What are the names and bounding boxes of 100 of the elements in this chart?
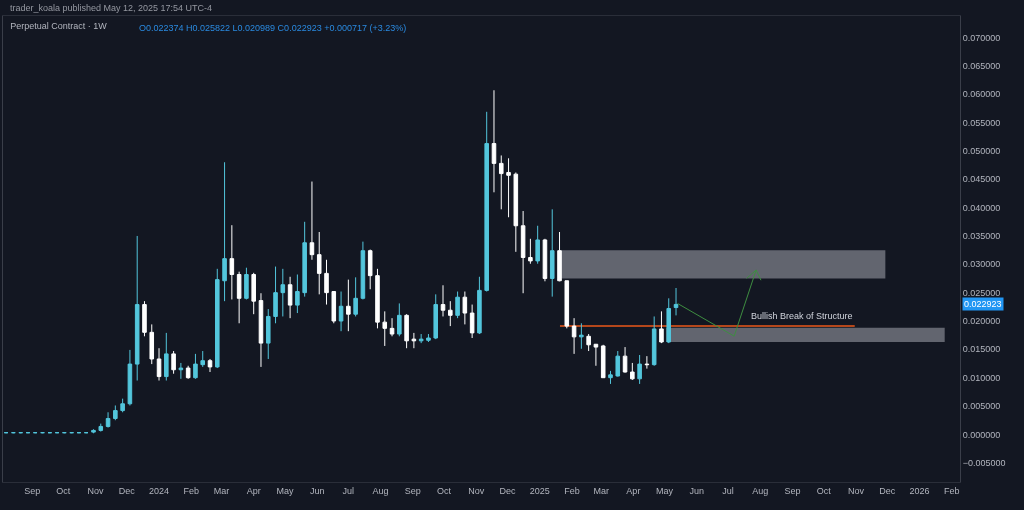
x-tick-label: Nov [468,485,485,496]
ref-line-label: Bullish Break of Structure [751,311,853,321]
candlestick [338,291,344,332]
candlestick [418,333,424,344]
x-tick-label: Sep [24,485,41,496]
candlestick [535,225,540,265]
candlestick [200,350,206,368]
y-tick-label: 0.050000 [962,146,1001,157]
candlestick [622,346,628,374]
y-tick-label: 0.030000 [962,259,1001,270]
x-tick-label: Aug [372,485,389,496]
candlestick [113,404,118,421]
x-tick-label: Feb [564,485,580,496]
candlestick [615,350,621,378]
x-tick-label: Apr [626,485,641,496]
candlestick [91,428,96,434]
candlestick [549,208,555,298]
x-tick-label: Oct [816,485,832,496]
candlestick [156,347,162,382]
candlestick [367,249,373,290]
candlestick [207,358,213,373]
candlestick [579,322,584,350]
candlestick [164,332,169,382]
candlestick [346,279,351,332]
x-tick-label: Sep [404,485,421,496]
candlestick [564,280,570,329]
x-tick-label: Jul [722,485,734,496]
candlestick [426,333,431,343]
candlestick [149,323,155,365]
candlestick [520,210,526,294]
x-tick-label: Sep [784,485,801,496]
candlestick [236,271,242,324]
text: trader_koala published May 12, 2025 17:54 UTC-4 [10,3,213,13]
candlestick [448,300,453,327]
candlestick [644,355,650,370]
annotation: 0.022923 [964,299,1002,309]
x-tick-label: Oct [56,485,71,496]
text: O0.022374 H0.025822 L0.020989 C0.022923 +0.000717 (+3.23%) [139,23,407,33]
y-tick-label: 0.070000 [962,32,1001,43]
candlestick [513,171,519,253]
candlestick [651,315,657,367]
candlestick [404,313,409,349]
y-tick-label: 0.025000 [962,287,1001,298]
x-tick-label: 2024 [149,485,170,496]
candlestick [251,272,256,315]
candlestick [178,362,184,380]
x-tick-label: Aug [752,485,769,496]
candlestick [455,291,460,319]
y-tick-label: 0.035000 [962,231,1001,242]
candlestick [120,398,125,413]
candlestick [331,291,337,324]
candlestick [484,111,489,293]
x-tick-label: May [276,485,294,496]
candlestick [528,238,533,265]
candlestick [571,317,577,355]
x-tick-label: Feb [183,485,200,496]
candlestick [302,221,307,298]
candlestick [477,276,482,335]
candlestick [265,308,271,360]
candlestick [498,154,504,210]
candlestick [353,276,358,317]
candlestick [316,231,322,295]
candlestick [600,344,606,379]
x-tick-label: Mar [593,485,609,496]
candlestick [222,161,227,302]
text: Perpetual Contract · 1W [10,21,108,32]
candlestick [287,276,293,319]
candlestick [469,304,475,339]
candlestick [280,268,286,317]
candlestick [389,317,395,337]
candlestick [666,297,672,344]
x-tick-label: Dec [118,485,136,496]
candlestick [382,310,388,347]
candlestick [491,89,497,193]
y-tick-label: 0.065000 [962,61,1001,72]
candlestick [105,411,111,429]
y-tick-label: 0.045000 [962,174,1001,185]
candlestick [309,181,315,261]
candlestick [462,291,468,325]
candlestick [630,362,635,381]
x-tick-label: Nov [87,485,105,496]
y-tick-label: 0.060000 [962,89,1001,100]
x-tick-label: May [656,485,674,496]
candlestick [244,267,249,300]
candlestick [506,157,511,218]
x-tick-label: 2026 [909,485,930,496]
candlestick [193,353,198,380]
y-tick-label: 0.055000 [962,117,1001,128]
candlestick [673,287,679,316]
candlestick [586,333,591,352]
candlestick [134,235,140,382]
y-tick-label: 0.005000 [962,401,1001,412]
y-tick-label: 0.000000 [962,429,1001,440]
x-tick-label: Oct [437,485,452,496]
candlestick [273,266,278,324]
candlestick [185,365,191,380]
y-tick-label: 0.015000 [962,344,1001,355]
y-tick-label: −0.005000 [962,457,1006,468]
x-tick-label: Apr [246,485,261,496]
candlestick [127,349,133,406]
